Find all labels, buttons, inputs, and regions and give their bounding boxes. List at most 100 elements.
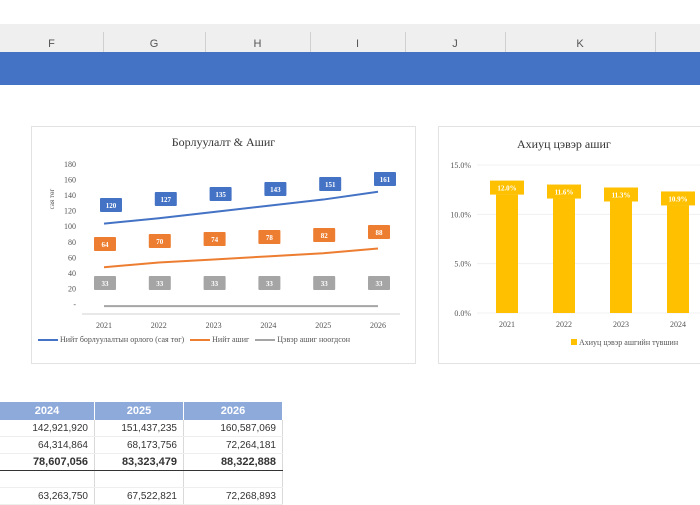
data-label: 33 [211,280,219,288]
column-header-h[interactable]: H [253,38,262,50]
data-label-box [203,276,226,290]
data-label: 78 [266,234,274,242]
x-tick-label: 2026 [370,321,386,330]
table-cell[interactable]: 64,314,864 [0,436,95,454]
bar [553,198,575,313]
table-row: 64,314,864 68,173,756 72,264,181 [0,436,283,454]
column-separator[interactable] [405,32,406,62]
column-separator[interactable] [655,32,656,62]
chart-legend: Ахиуц цэвэр ашгийн түвшин [571,338,678,347]
table-cell[interactable]: 68,173,756 [94,436,184,454]
y-tick-label: 5.0% [454,260,471,269]
data-label: 33 [266,280,274,288]
net-margin-chart[interactable]: Ахиуц цэвэр ашиг 15.0% 10.0% 5.0% 0.0% 12.0%… [438,126,700,364]
table-cell[interactable]: 72,264,181 [183,436,283,454]
data-label-box [319,177,342,191]
data-label-box [100,198,122,212]
data-label-box [661,191,695,206]
y-tick-label: 40 [68,269,76,278]
data-label: 127 [161,196,172,204]
x-tick-label: 2021 [96,321,112,330]
bar [667,205,689,313]
data-label-box [258,230,281,244]
data-label: 135 [215,191,226,199]
data-label: 70 [156,238,164,246]
data-label: 64 [102,241,110,249]
table-cell[interactable]: 78,607,056 [0,453,95,471]
column-header-g[interactable]: G [149,38,159,50]
bar [610,201,632,313]
y-tick-label: 80 [68,238,76,247]
chart-title: Ахиуц цэвэр ашиг [517,137,611,151]
chart-legend: Нийт борлуулалтын орлого (сая төг) Нийт … [38,335,350,344]
series-line [103,190,379,225]
data-label: 11.3% [612,192,631,200]
y-tick-label: 20 [68,284,76,293]
table-header-cell[interactable]: 2025 [94,402,184,420]
data-label: 88 [376,229,384,237]
data-label-box [604,187,638,202]
data-label-box [374,172,396,186]
table-cell[interactable] [183,470,283,488]
table-cell[interactable]: 88,322,888 [183,453,283,471]
bar [496,194,518,313]
legend-square-icon [571,339,577,345]
x-tick-label: 2021 [499,320,515,329]
column-header-j[interactable]: J [452,38,458,50]
table-cell[interactable] [0,470,95,488]
legend-label: Нийт борлуулалтын орлого (сая төг) [60,335,185,344]
y-tick-label: 160 [64,176,76,185]
series-line [103,247,379,269]
table-cell[interactable]: 160,587,069 [183,420,283,437]
x-tick-label: 2023 [613,320,629,329]
data-label-box [203,232,226,246]
table-cell[interactable]: 63,263,750 [0,487,95,505]
data-label: 33 [102,280,110,288]
table-cell[interactable]: 67,522,821 [94,487,184,505]
bar-chart-canvas: 15.0% 10.0% 5.0% 0.0% 12.0% 2021 11.6% 2022 11.3… [450,161,700,329]
table-header-row: 2024 2025 2026 [0,402,283,420]
data-label-box [313,276,336,290]
x-tick-label: 2022 [556,320,572,329]
column-separator[interactable] [103,32,104,62]
column-header-i[interactable]: I [355,38,360,50]
data-label-box [148,276,171,290]
y-tick-label: - [73,300,76,309]
table-row [0,470,283,488]
data-label: 33 [321,280,329,288]
column-header-k[interactable]: K [576,38,584,50]
data-label-box [209,187,232,201]
table-cell[interactable] [94,470,184,488]
table-cell[interactable]: 83,323,479 [94,453,184,471]
y-axis-label: сая төг [48,189,56,210]
data-label-box [368,225,390,239]
column-separator[interactable] [310,32,311,62]
data-label: 33 [376,280,384,288]
table-cell[interactable]: 72,268,893 [183,487,283,505]
y-tick-label: 0.0% [454,309,471,318]
line-chart-canvas: 180 160 140 120 100 80 60 40 20 - сая төг 2021 2022 2… [48,160,400,330]
legend-line-icon [255,339,276,342]
table-cell[interactable]: 142,921,920 [0,420,95,437]
chart-title: Борлуулалт & Ашиг [171,135,276,149]
header-banner-row[interactable] [0,52,700,85]
legend-label: Цэвэр ашиг ноогдсон [277,335,351,344]
x-tick-label: 2023 [206,321,222,330]
sales-profit-chart[interactable]: Борлуулалт & Ашиг 180 160 140 120 100 80 60 40 2… [31,126,416,364]
table-header-cell[interactable]: 2026 [183,402,283,420]
column-separator[interactable] [205,32,206,62]
data-label-box [490,180,524,195]
data-label-box [94,237,116,251]
x-tick-label: 2024 [670,320,686,329]
data-label: 82 [321,232,329,240]
table-row: 142,921,920 151,437,235 160,587,069 [0,420,283,437]
table-header-cell[interactable]: 2024 [0,402,95,420]
data-label: 151 [325,181,336,189]
data-label-box [264,182,287,196]
table-cell[interactable]: 151,437,235 [94,420,184,437]
column-separator[interactable] [505,32,506,62]
financial-table: 2024 2025 2026 142,921,920 151,437,235 160… [0,402,283,505]
column-header-f[interactable]: F [48,38,55,50]
y-tick-label: 140 [64,191,76,200]
x-tick-label: 2025 [315,321,331,330]
